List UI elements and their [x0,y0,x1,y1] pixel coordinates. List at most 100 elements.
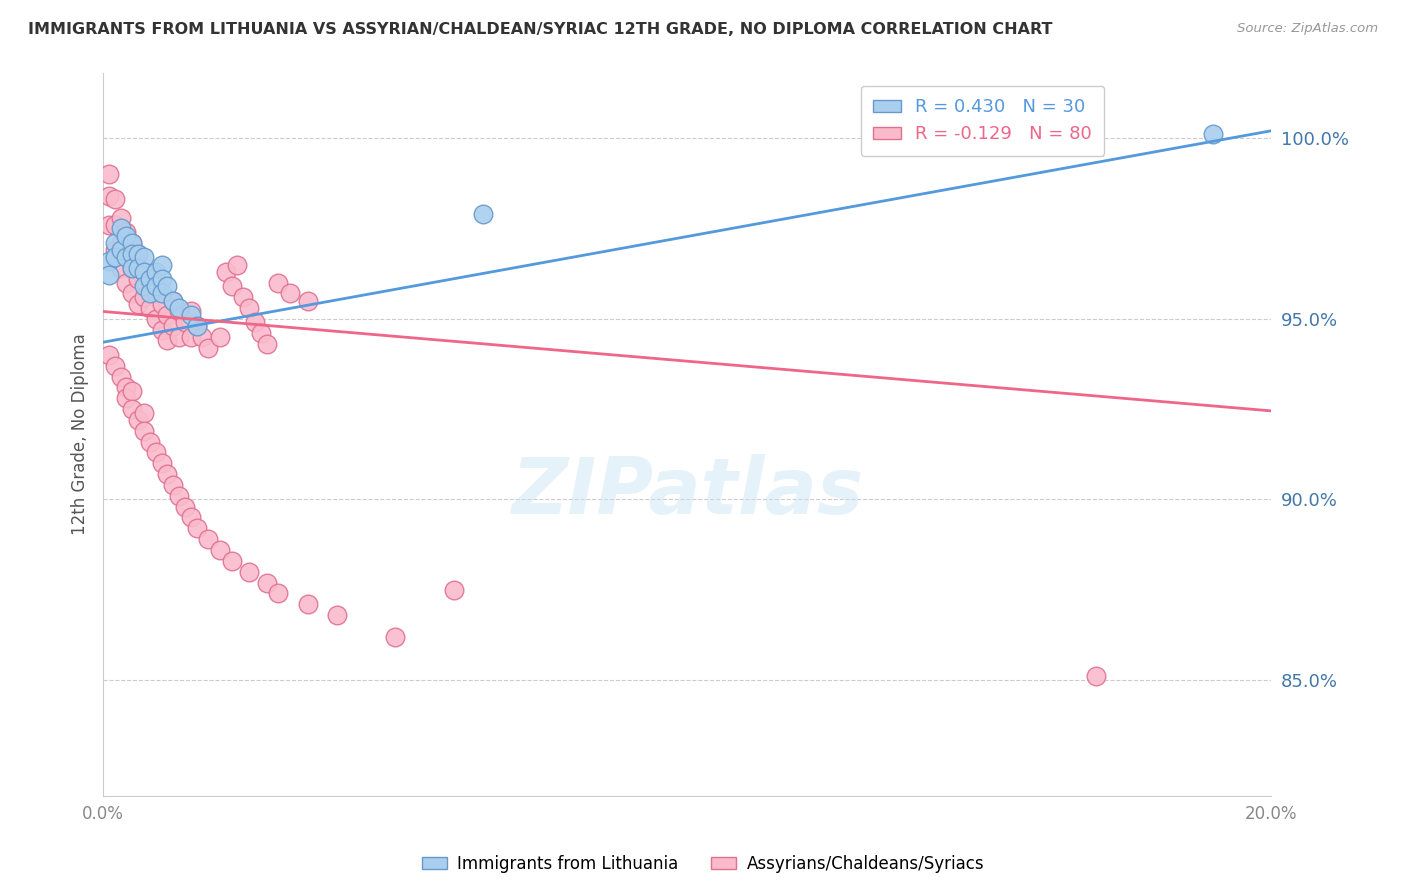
Legend: Immigrants from Lithuania, Assyrians/Chaldeans/Syriacs: Immigrants from Lithuania, Assyrians/Cha… [415,848,991,880]
Point [132,424,155,438]
Point [208,330,231,344]
Text: IMMIGRANTS FROM LITHUANIA VS ASSYRIAN/CHALDEAN/SYRIAC 12TH GRADE, NO DIPLOMA COR: IMMIGRANTS FROM LITHUANIA VS ASSYRIAN/CH… [28,22,1053,37]
Point [145,445,167,459]
Point [132,250,155,264]
Point [297,293,319,308]
Point [186,521,208,535]
Point [197,341,219,355]
Point [121,261,143,276]
Point [121,384,143,398]
Point [98,348,121,362]
Point [256,337,278,351]
Point [1202,128,1225,142]
Point [104,235,127,250]
Point [150,272,173,286]
Point [121,261,143,276]
Point [127,297,149,311]
Point [238,565,260,579]
Point [145,286,167,301]
Point [325,608,347,623]
Point [1084,669,1107,683]
Point [121,235,143,250]
Point [110,369,132,384]
Point [150,258,173,272]
Point [110,261,132,276]
Point [197,532,219,546]
Point [267,586,290,600]
Point [186,318,208,333]
Point [167,301,190,315]
Point [104,218,127,232]
Point [238,301,260,315]
Y-axis label: 12th Grade, No Diploma: 12th Grade, No Diploma [72,334,89,535]
Point [180,330,202,344]
Point [104,243,127,257]
Point [115,276,138,290]
Point [127,272,149,286]
Point [471,207,494,221]
Point [156,334,179,348]
Point [208,543,231,558]
Text: Source: ZipAtlas.com: Source: ZipAtlas.com [1237,22,1378,36]
Point [145,311,167,326]
Point [115,380,138,394]
Point [132,290,155,304]
Point [127,413,149,427]
Point [226,258,249,272]
Point [150,322,173,336]
Point [115,250,138,264]
Point [121,235,143,250]
Point [267,276,290,290]
Point [115,228,138,243]
Point [115,225,138,239]
Point [180,304,202,318]
Point [132,265,155,279]
Point [98,268,121,283]
Point [162,478,184,492]
Point [167,330,190,344]
Point [384,630,406,644]
Point [156,308,179,322]
Point [110,211,132,225]
Point [249,326,271,341]
Point [191,330,214,344]
Point [139,276,162,290]
Point [110,243,132,257]
Point [167,304,190,318]
Point [127,246,149,260]
Point [162,318,184,333]
Point [121,402,143,417]
Point [127,261,149,276]
Point [104,359,127,373]
Point [150,297,173,311]
Point [132,279,155,293]
Point [173,500,195,514]
Point [221,554,243,568]
Point [132,406,155,420]
Point [110,235,132,250]
Point [256,575,278,590]
Point [156,467,179,482]
Point [297,597,319,611]
Point [173,315,195,329]
Point [180,308,202,322]
Point [98,218,121,232]
Point [150,286,173,301]
Text: ZIPatlas: ZIPatlas [510,454,863,530]
Point [145,265,167,279]
Point [156,279,179,293]
Point [167,489,190,503]
Legend: R = 0.430   N = 30, R = -0.129   N = 80: R = 0.430 N = 30, R = -0.129 N = 80 [860,86,1104,156]
Point [104,250,127,264]
Point [132,265,155,279]
Point [98,253,121,268]
Point [98,167,121,181]
Point [443,582,465,597]
Point [98,189,121,203]
Point [115,250,138,264]
Point [215,265,238,279]
Point [162,293,184,308]
Point [139,434,162,449]
Point [221,279,243,293]
Point [145,279,167,293]
